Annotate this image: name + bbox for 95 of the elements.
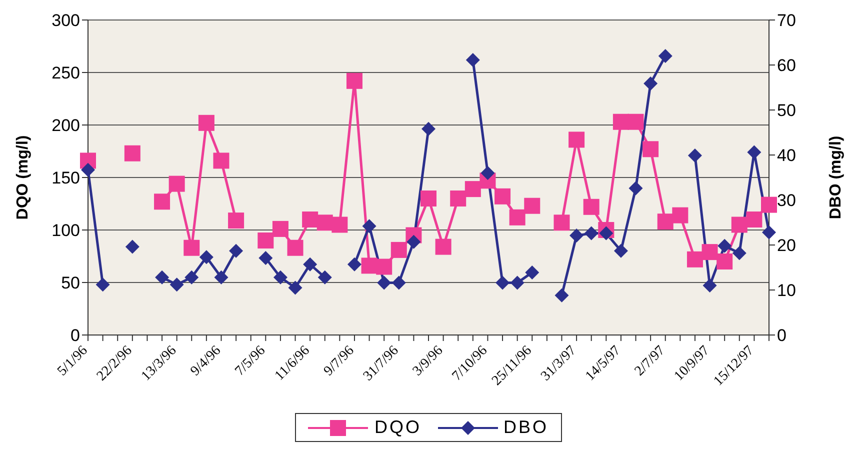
y-tick-label: 300 <box>52 11 80 30</box>
y2-tick-label: 70 <box>777 11 796 30</box>
point <box>406 234 421 249</box>
point <box>746 212 762 228</box>
point <box>496 276 510 290</box>
point <box>628 181 643 196</box>
point <box>303 257 318 272</box>
point <box>272 220 288 237</box>
point <box>199 250 214 264</box>
legend-label: DQO <box>373 417 422 438</box>
point <box>258 251 273 266</box>
y2-tick-label: 0 <box>777 326 786 346</box>
y-tick-label: 150 <box>52 168 80 188</box>
point <box>154 194 170 210</box>
point <box>392 276 406 290</box>
point <box>362 219 376 234</box>
point <box>494 188 511 204</box>
point <box>170 278 184 292</box>
point <box>644 76 658 90</box>
point <box>125 240 140 254</box>
point <box>213 152 230 169</box>
point <box>570 228 584 243</box>
point <box>287 240 304 256</box>
point <box>184 240 200 256</box>
point <box>318 270 332 284</box>
point <box>377 276 392 290</box>
point <box>672 207 688 224</box>
point <box>583 198 600 215</box>
point <box>464 181 481 198</box>
y-tick-label: 50 <box>61 274 80 293</box>
point <box>718 238 732 253</box>
point <box>332 216 348 233</box>
point <box>155 270 170 284</box>
point <box>273 270 288 284</box>
point <box>346 72 362 89</box>
point <box>658 49 672 63</box>
point <box>288 280 302 295</box>
point <box>168 176 185 192</box>
y2-tick-label: 50 <box>777 101 796 120</box>
point <box>702 278 717 292</box>
y-tick-label: 100 <box>52 221 80 240</box>
point <box>420 190 436 206</box>
y-tick-label: 0 <box>70 326 80 346</box>
y-tick-label: 250 <box>52 64 80 83</box>
point <box>450 190 466 206</box>
y2-tick-label: 60 <box>777 56 796 76</box>
point <box>761 196 777 213</box>
point <box>258 232 274 248</box>
point <box>198 114 214 131</box>
point <box>124 145 140 162</box>
point <box>554 288 569 302</box>
point <box>184 270 199 284</box>
point <box>612 114 629 130</box>
point <box>686 251 703 268</box>
point <box>716 254 733 270</box>
point <box>347 257 362 272</box>
point <box>642 141 659 158</box>
point <box>228 212 244 229</box>
point <box>302 212 318 228</box>
point <box>466 53 480 68</box>
point <box>361 258 378 274</box>
y2-tick-label: 30 <box>777 191 796 210</box>
point <box>510 276 524 290</box>
point <box>628 114 644 130</box>
point <box>525 265 540 280</box>
point <box>731 216 748 233</box>
y-axis-title: DQO (mg/l) <box>14 135 32 220</box>
point <box>81 162 95 177</box>
y2-tick-label: 20 <box>777 236 796 256</box>
point <box>688 148 702 162</box>
point <box>524 198 540 214</box>
point <box>657 214 674 230</box>
y-tick-label: 200 <box>52 116 80 136</box>
point <box>747 145 762 160</box>
point <box>614 244 628 258</box>
point <box>762 225 776 240</box>
point <box>554 214 570 231</box>
point <box>480 166 495 180</box>
point <box>422 122 436 136</box>
point <box>568 132 585 148</box>
point <box>599 226 614 240</box>
point <box>732 246 746 260</box>
point <box>702 244 718 260</box>
point <box>435 238 452 255</box>
y2-tick-label: 10 <box>777 281 796 300</box>
legend-label: DBO <box>502 417 549 438</box>
y2-tick-label: 40 <box>777 146 796 166</box>
point <box>214 270 228 284</box>
y2-axis-title: DBO (mg/l) <box>828 136 845 220</box>
point <box>584 226 598 240</box>
point <box>229 244 244 258</box>
point <box>509 209 526 226</box>
point <box>376 258 392 275</box>
point <box>96 278 110 292</box>
point <box>390 242 407 258</box>
